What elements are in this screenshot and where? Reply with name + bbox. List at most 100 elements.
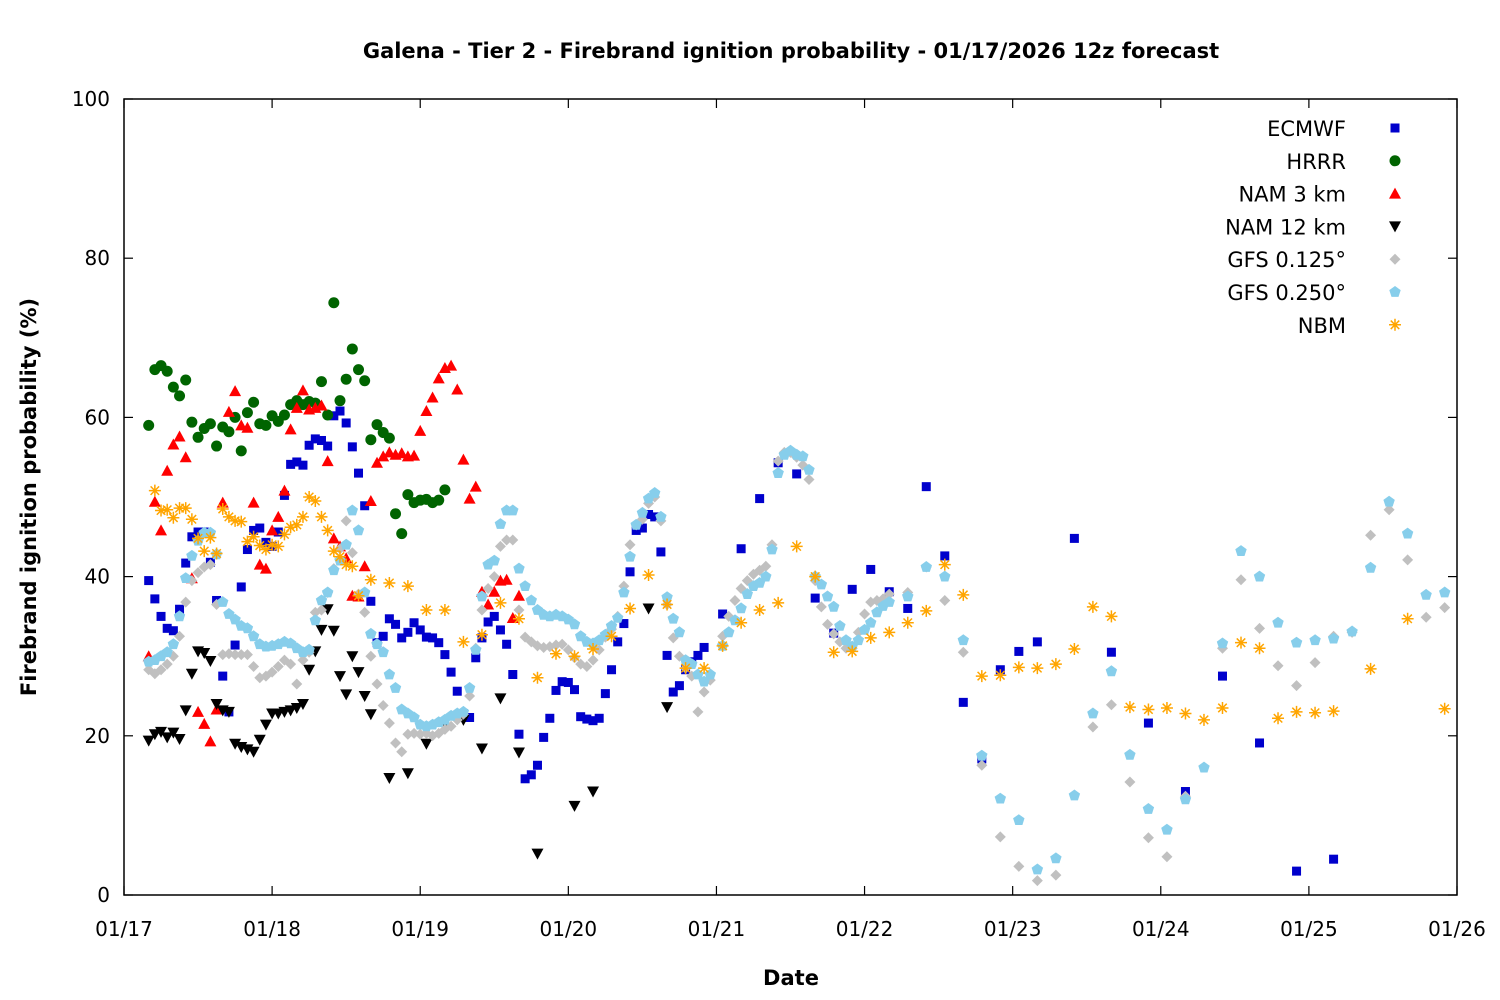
data-point-ecmwf <box>230 640 240 650</box>
data-point-nbm <box>512 612 525 625</box>
data-point-nbm <box>1290 705 1303 718</box>
data-point-nbm <box>1364 662 1377 675</box>
data-point-gfs-0-125 <box>556 638 568 650</box>
x-tick-label: 01/18 <box>243 917 301 941</box>
data-point-nbm <box>790 540 803 553</box>
y-axis-label: Firebrand ignition probability (%) <box>17 298 41 696</box>
data-point-gfs-0-250 <box>513 562 525 574</box>
data-point-gfs-0-125 <box>390 737 402 749</box>
data-point-gfs-0-250 <box>723 626 735 638</box>
y-tick-label: 0 <box>97 883 110 907</box>
data-point-nam-12-km <box>420 738 433 750</box>
series-ecmwf <box>144 406 1339 876</box>
data-point-gfs-0-250 <box>340 538 352 550</box>
data-point-nam-3-km <box>247 496 260 508</box>
x-tick-label: 01/23 <box>984 917 1042 941</box>
data-point-nbm <box>420 604 433 617</box>
data-point-nam-12-km <box>155 726 168 738</box>
data-point-ecmwf <box>446 667 456 677</box>
legend-marker-gfs-0-250 <box>1389 286 1401 297</box>
data-point-ecmwf <box>193 527 203 537</box>
data-point-ecmwf <box>674 681 684 691</box>
data-point-nbm <box>346 560 359 573</box>
legend-marker-gfs-0-125 <box>1389 253 1401 265</box>
data-point-gfs-0-125 <box>729 594 741 606</box>
data-point-hrrr <box>167 381 179 393</box>
data-point-ecmwf <box>656 547 666 557</box>
data-point-ecmwf <box>1069 533 1079 543</box>
data-point-gfs-0-250 <box>649 487 661 498</box>
data-point-gfs-0-125 <box>235 649 247 661</box>
data-point-gfs-0-125 <box>371 678 383 690</box>
plot-frame <box>123 98 1458 896</box>
data-point-nam-12-km <box>327 625 340 637</box>
data-point-hrrr <box>161 365 173 377</box>
data-point-ecmwf <box>397 633 407 643</box>
data-point-nam-3-km <box>296 384 309 396</box>
data-point-nam-3-km <box>432 372 445 384</box>
data-point-gfs-0-250 <box>797 450 809 462</box>
data-point-gfs-0-125 <box>1439 602 1451 614</box>
data-point-nbm <box>333 550 346 563</box>
data-point-gfs-0-125 <box>1013 860 1025 872</box>
data-point-gfs-0-250 <box>735 602 747 614</box>
data-point-nbm <box>259 543 272 556</box>
data-point-gfs-0-125 <box>229 649 241 661</box>
data-point-nbm <box>1068 643 1081 656</box>
data-point-ecmwf <box>304 440 314 450</box>
data-point-hrrr <box>359 375 371 387</box>
data-point-nbm <box>278 528 291 541</box>
data-point-nbm <box>1123 701 1136 714</box>
data-point-ecmwf <box>162 623 172 633</box>
data-point-ecmwf <box>668 687 678 697</box>
data-point-gfs-0-250 <box>377 646 389 658</box>
data-point-nam-3-km <box>377 450 390 462</box>
data-point-nbm <box>266 538 279 551</box>
data-point-ecmwf <box>465 712 475 722</box>
data-point-nbm <box>383 576 396 589</box>
data-point-hrrr <box>143 419 155 431</box>
data-point-nbm <box>1327 705 1340 718</box>
series-gfs-0-250 <box>143 444 1451 875</box>
data-point-ecmwf <box>341 418 351 428</box>
data-point-gfs-0-125 <box>297 654 309 666</box>
x-tick-label: 01/21 <box>688 917 746 941</box>
data-point-hrrr <box>248 396 260 408</box>
data-point-gfs-0-125 <box>1291 680 1303 692</box>
data-point-nbm <box>296 510 309 523</box>
data-point-nbm <box>303 491 316 503</box>
data-point-gfs-0-125 <box>698 686 710 698</box>
data-point-gfs-0-250 <box>686 658 698 669</box>
data-point-nam-12-km <box>290 702 303 714</box>
data-point-nam-3-km <box>241 421 254 433</box>
data-point-nbm <box>352 589 365 602</box>
data-point-ecmwf <box>415 625 425 635</box>
series-nbm <box>148 484 1451 726</box>
data-point-nbm <box>846 645 859 658</box>
data-point-nbm <box>173 502 186 515</box>
data-point-gfs-0-250 <box>383 668 396 680</box>
data-point-ecmwf <box>958 697 968 707</box>
data-point-gfs-0-125 <box>161 658 173 670</box>
data-point-nam-3-km <box>451 383 464 395</box>
data-point-nbm <box>1253 642 1266 655</box>
data-point-nbm <box>1049 658 1062 671</box>
data-point-gfs-0-125 <box>692 706 704 718</box>
data-point-gfs-0-250 <box>167 638 180 650</box>
chart-title: Galena - Tier 2 - Firebrand ignition pro… <box>363 39 1219 63</box>
data-point-hrrr <box>340 373 352 385</box>
data-point-ecmwf <box>316 435 326 445</box>
x-tick-label: 01/22 <box>836 917 894 941</box>
data-point-gfs-0-250 <box>1216 637 1229 649</box>
data-point-gfs-0-250 <box>803 463 815 475</box>
data-point-nam-3-km <box>253 558 266 570</box>
data-point-nam-3-km <box>426 391 439 403</box>
data-point-ecmwf <box>940 551 950 561</box>
series-gfs-0-125 <box>143 446 1451 887</box>
data-point-gfs-0-250 <box>1309 634 1321 646</box>
data-point-gfs-0-250 <box>994 792 1006 804</box>
data-point-hrrr <box>180 374 192 386</box>
data-point-gfs-0-250 <box>1272 616 1284 628</box>
data-point-ecmwf <box>619 619 629 629</box>
data-point-ecmwf <box>736 544 746 554</box>
